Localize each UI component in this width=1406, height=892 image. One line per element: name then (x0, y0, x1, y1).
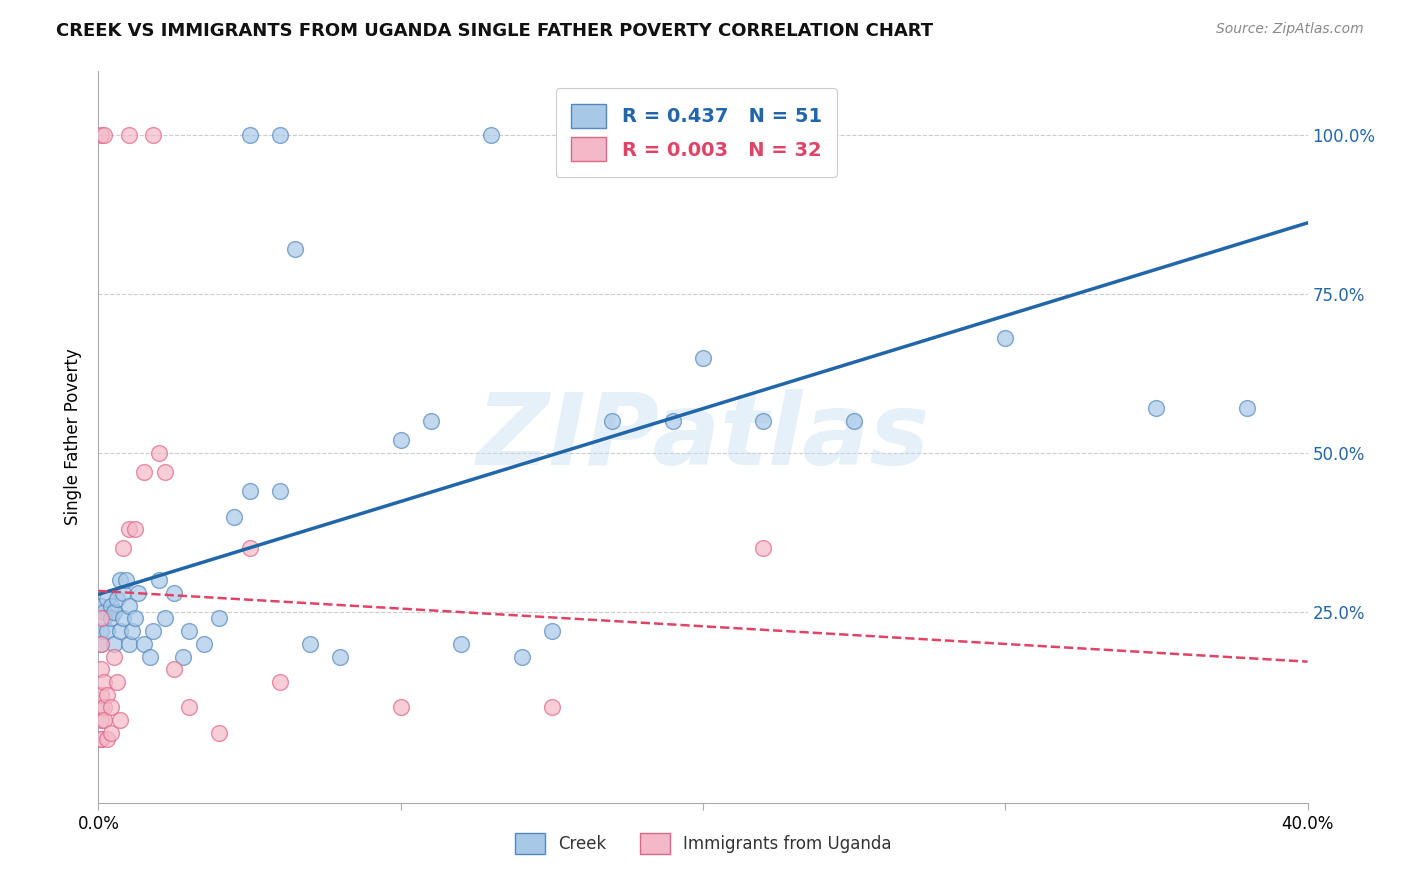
Text: CREEK VS IMMIGRANTS FROM UGANDA SINGLE FATHER POVERTY CORRELATION CHART: CREEK VS IMMIGRANTS FROM UGANDA SINGLE F… (56, 22, 934, 40)
Point (153, 611, 176, 625)
Point (108, 713, 131, 727)
Point (193, 637, 215, 651)
Point (179, 700, 201, 714)
Point (111, 611, 134, 625)
Point (93, 713, 115, 727)
Point (389, 700, 412, 714)
Point (100, 726, 122, 740)
Point (239, 128, 262, 142)
Point (96, 592, 118, 607)
Point (269, 675, 291, 690)
Point (90, 713, 112, 727)
Point (481, 128, 503, 142)
Point (540, 700, 562, 714)
Point (90, 128, 112, 142)
Point (108, 624, 131, 638)
Point (118, 128, 141, 142)
Point (208, 611, 231, 625)
Point (93, 611, 115, 625)
Point (127, 586, 149, 600)
Point (100, 611, 122, 625)
Point (111, 586, 134, 600)
Point (540, 624, 562, 638)
Point (284, 243, 307, 257)
Point (1236, 401, 1258, 416)
Point (602, 414, 624, 428)
Point (389, 434, 412, 448)
Point (124, 611, 146, 625)
Legend: Creek, Immigrants from Uganda: Creek, Immigrants from Uganda (508, 827, 898, 860)
Text: Source: ZipAtlas.com: Source: ZipAtlas.com (1216, 22, 1364, 37)
Point (124, 522, 146, 536)
Point (450, 637, 472, 651)
Point (121, 624, 143, 638)
Point (269, 128, 291, 142)
Point (118, 522, 141, 536)
Point (329, 649, 352, 664)
Point (172, 649, 194, 664)
Point (844, 414, 866, 428)
Point (100, 700, 122, 714)
Point (90, 732, 112, 747)
Point (299, 637, 322, 651)
Text: ZIPatlas: ZIPatlas (477, 389, 929, 485)
Point (108, 573, 131, 587)
Point (105, 592, 128, 607)
Point (163, 662, 186, 676)
Point (269, 484, 291, 499)
Point (179, 624, 201, 638)
Point (90, 732, 112, 747)
Point (1144, 401, 1167, 416)
Point (114, 573, 136, 587)
Point (90, 611, 112, 625)
Point (103, 637, 125, 651)
Point (208, 726, 231, 740)
Point (96, 732, 118, 747)
Point (96, 624, 118, 638)
Point (153, 465, 176, 479)
Point (752, 541, 775, 556)
Point (752, 414, 775, 428)
Point (111, 541, 134, 556)
Point (148, 573, 170, 587)
Point (100, 599, 122, 613)
Point (118, 637, 141, 651)
Point (103, 605, 125, 619)
Point (224, 509, 246, 524)
Point (93, 675, 115, 690)
Point (103, 649, 125, 664)
Point (239, 484, 262, 499)
Point (723, 128, 745, 142)
Point (90, 662, 112, 676)
Point (105, 675, 128, 690)
Point (90, 637, 112, 651)
Point (93, 700, 115, 714)
Y-axis label: Single Father Poverty: Single Father Poverty (65, 349, 83, 525)
Point (90, 700, 112, 714)
Point (90, 624, 112, 638)
Point (661, 128, 683, 142)
Point (132, 637, 155, 651)
Point (96, 688, 118, 702)
Point (118, 599, 141, 613)
Point (510, 649, 533, 664)
Point (692, 351, 714, 365)
Point (139, 649, 162, 664)
Point (239, 541, 262, 556)
Point (142, 128, 165, 142)
Point (142, 624, 165, 638)
Point (90, 599, 112, 613)
Point (132, 465, 155, 479)
Point (148, 446, 170, 460)
Point (90, 688, 112, 702)
Point (420, 414, 443, 428)
Point (93, 605, 115, 619)
Point (93, 128, 115, 142)
Point (163, 586, 186, 600)
Point (661, 414, 683, 428)
Point (994, 331, 1017, 345)
Point (90, 637, 112, 651)
